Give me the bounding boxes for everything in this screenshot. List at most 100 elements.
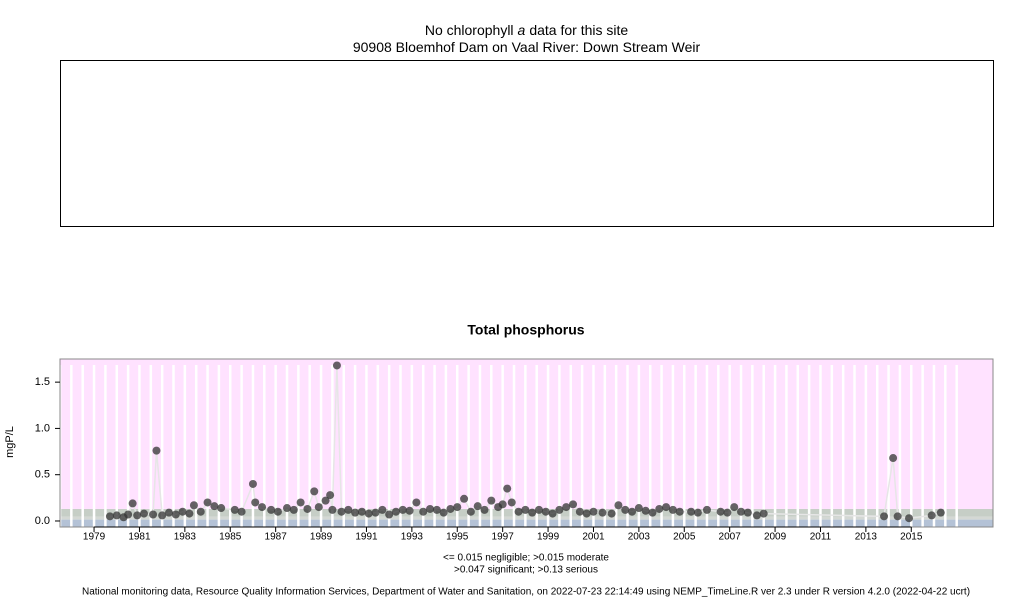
point	[589, 507, 598, 516]
x-tick-label: 2001	[582, 532, 605, 543]
x-tick-label: 1985	[219, 532, 242, 543]
point	[655, 504, 664, 513]
point	[548, 509, 557, 518]
point	[337, 507, 346, 516]
point	[614, 501, 623, 510]
point	[112, 511, 121, 520]
point	[164, 508, 173, 517]
point	[344, 505, 353, 514]
point	[582, 509, 591, 518]
point	[139, 509, 148, 518]
point	[357, 507, 366, 516]
point	[217, 504, 226, 513]
point	[314, 503, 323, 512]
x-tick-label: 1989	[310, 532, 333, 543]
point	[273, 507, 282, 516]
point	[124, 510, 133, 519]
point	[432, 505, 441, 514]
point	[391, 507, 400, 516]
point	[507, 498, 516, 507]
point	[759, 509, 768, 518]
point	[880, 512, 889, 521]
empty-panel	[60, 60, 994, 227]
point	[419, 507, 428, 516]
x-tick-label: 2003	[628, 532, 651, 543]
point	[743, 508, 752, 517]
point	[303, 504, 312, 513]
x-tick-label: 1991	[355, 532, 378, 543]
point	[893, 512, 902, 521]
y-tick-label: 1.0	[35, 422, 50, 434]
x-tick-label: 2007	[719, 532, 742, 543]
footer: National monitoring data, Resource Quali…	[82, 587, 970, 598]
y-tick-label: 0.5	[35, 469, 50, 481]
point	[752, 511, 761, 520]
point	[289, 505, 298, 514]
point	[693, 508, 702, 517]
point	[371, 508, 380, 517]
point	[171, 510, 180, 519]
point	[936, 508, 945, 517]
point	[514, 507, 523, 516]
point	[439, 508, 448, 517]
point	[152, 446, 161, 455]
site-title: 90908 Bloemhof Dam on Vaal River: Down S…	[352, 39, 701, 55]
point	[648, 508, 657, 517]
point	[498, 500, 507, 509]
point	[385, 510, 394, 519]
point	[267, 505, 276, 514]
x-tick-label: 2015	[900, 532, 923, 543]
point	[555, 505, 564, 514]
note: <= 0.015 negligible; >0.015 moderate	[443, 553, 609, 564]
point	[487, 496, 496, 505]
point	[634, 504, 643, 513]
point	[534, 505, 543, 514]
point	[283, 504, 292, 513]
point	[412, 498, 421, 507]
point	[189, 501, 198, 510]
point	[521, 505, 530, 514]
point	[446, 504, 455, 513]
point	[453, 503, 462, 512]
point	[351, 508, 360, 517]
point	[332, 361, 341, 370]
x-tick-label: 2005	[673, 532, 696, 543]
note: >0.047 significant; >0.13 serious	[454, 565, 598, 576]
point	[569, 500, 578, 509]
x-tick-label: 1983	[174, 532, 197, 543]
point	[528, 508, 537, 517]
point	[927, 511, 936, 520]
y-tick-label: 1.5	[35, 376, 50, 388]
message-text: a	[517, 22, 526, 38]
point	[251, 498, 260, 507]
point	[641, 506, 650, 515]
point	[480, 505, 489, 514]
y-axis-label: mgP/L	[4, 426, 16, 458]
point	[730, 503, 739, 512]
point	[675, 507, 684, 516]
point	[473, 502, 482, 511]
x-tick-label: 2011	[810, 532, 832, 543]
x-tick-label: 1987	[265, 532, 288, 543]
point	[723, 508, 732, 517]
point	[621, 505, 630, 514]
point	[405, 506, 414, 515]
point	[105, 512, 114, 521]
point	[237, 507, 246, 516]
message: No chlorophyll a data for this site	[60, 22, 993, 38]
point	[503, 484, 512, 493]
point	[716, 507, 725, 516]
x-tick-label: 1997	[492, 532, 515, 543]
point	[296, 498, 305, 507]
point	[326, 491, 335, 500]
point	[203, 498, 212, 507]
x-tick-label: 1995	[446, 532, 469, 543]
point	[185, 509, 194, 518]
point	[230, 505, 239, 514]
point	[158, 511, 167, 520]
point	[426, 504, 435, 513]
point	[128, 499, 137, 508]
point	[607, 509, 616, 518]
point	[364, 509, 373, 518]
